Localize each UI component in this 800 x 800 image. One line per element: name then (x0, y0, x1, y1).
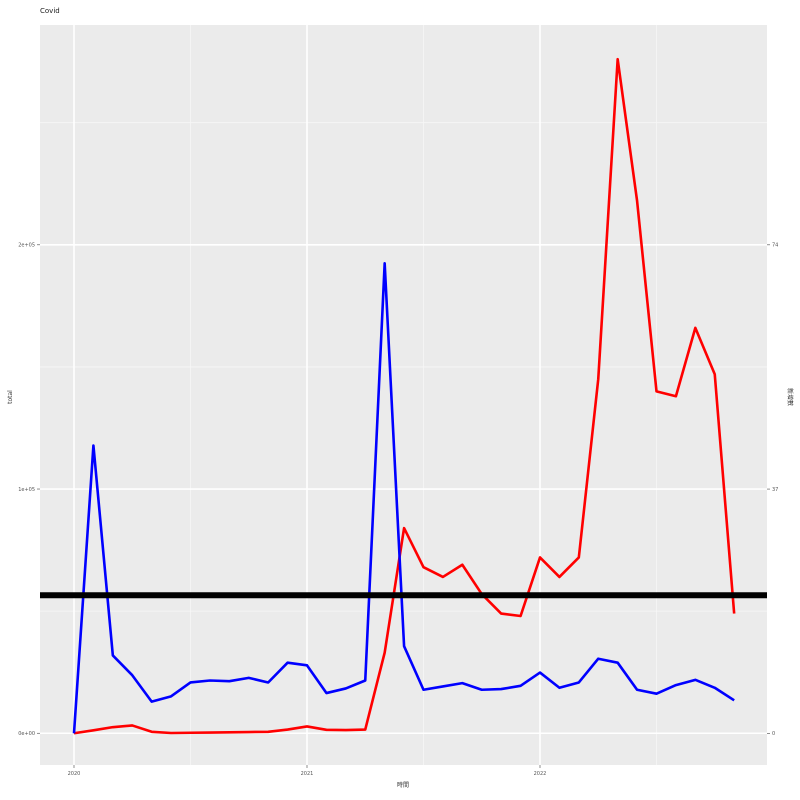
y-left-tick-label: 1e+05 (18, 487, 35, 493)
y-axis-right-title: 新增數 (786, 388, 794, 406)
blue-series-line (72, 262, 735, 734)
y-right-tick-label: 74 (772, 243, 778, 249)
series-layer (40, 57, 767, 735)
x-tick-label: 2020 (68, 771, 81, 777)
x-tick-label: 2021 (301, 771, 314, 777)
y-left-tick-label: 0e+00 (18, 731, 35, 737)
x-axis-title: 時間 (397, 781, 409, 789)
red-series-line (73, 57, 736, 735)
x-tick-label: 2022 (534, 771, 547, 777)
y-left-tick-label: 2e+05 (18, 243, 35, 249)
y-right-tick-label: 37 (772, 487, 778, 493)
y-axis-left-title: total (7, 390, 14, 404)
plot-panel (40, 25, 767, 765)
grid-lines (40, 25, 767, 765)
chart-title: Covid (40, 7, 60, 15)
axes-layer: 2020 2021 2022 0e+00 1e+05 2e+05 0 37 74 (18, 243, 778, 777)
y-right-tick-label: 0 (772, 731, 775, 737)
